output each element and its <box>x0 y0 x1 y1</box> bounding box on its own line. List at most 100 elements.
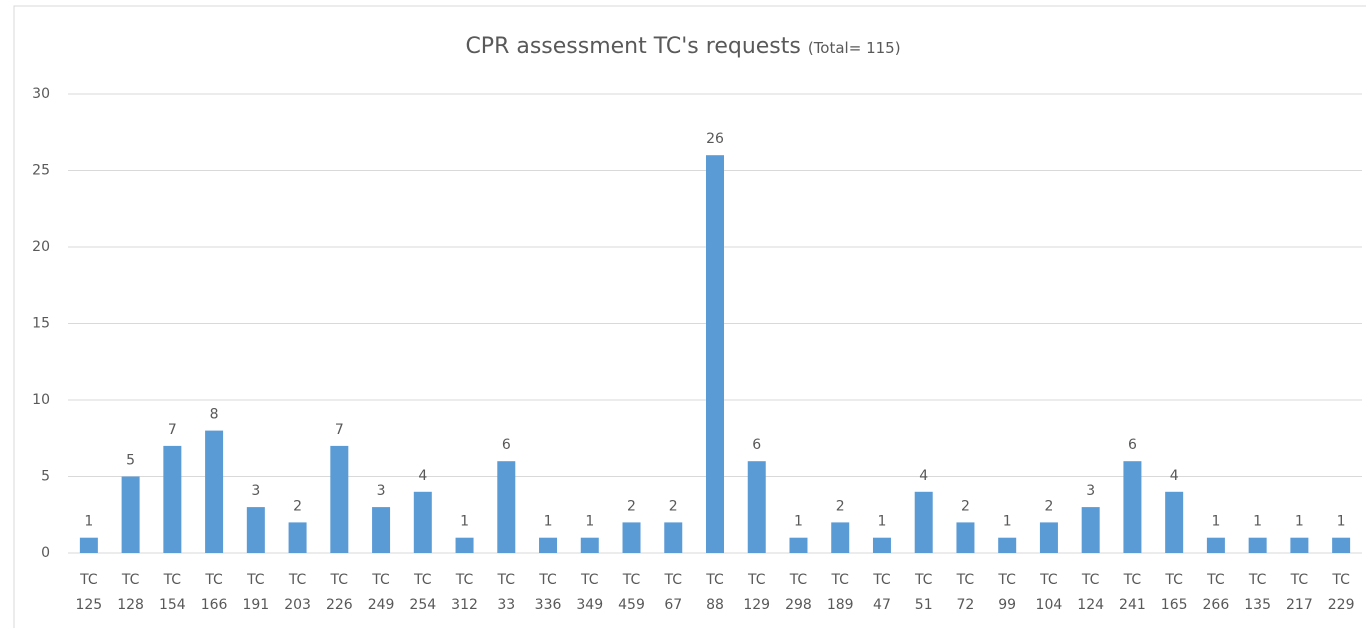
bar <box>79 537 98 553</box>
data-label: 1 <box>84 514 93 530</box>
data-label: 4 <box>919 468 928 484</box>
bar <box>372 507 391 553</box>
data-label: 2 <box>669 498 678 514</box>
y-tick-label: 25 <box>32 163 50 179</box>
bar <box>998 537 1017 553</box>
x-tick-label: TC 229 <box>1327 572 1355 613</box>
bar <box>205 430 224 553</box>
bar <box>580 537 599 553</box>
bar <box>872 537 891 553</box>
data-label: 2 <box>1044 498 1053 514</box>
chart-border <box>13 5 1366 628</box>
x-tick-label: TC 189 <box>826 572 854 613</box>
bar <box>121 476 140 553</box>
x-tick-label: TC 125 <box>75 572 103 613</box>
data-label: 1 <box>1295 514 1304 530</box>
x-tick-label: TC 217 <box>1286 572 1313 613</box>
data-label: 2 <box>627 498 636 514</box>
data-label: 1 <box>794 514 803 530</box>
bar <box>956 522 975 553</box>
y-tick-label: 0 <box>41 545 50 561</box>
x-tick-label: TC 203 <box>284 572 311 613</box>
y-tick-label: 20 <box>32 239 50 255</box>
data-label: 4 <box>1170 468 1179 484</box>
data-label: 1 <box>544 514 553 530</box>
bar <box>288 522 307 553</box>
data-label: 7 <box>335 422 344 438</box>
x-tick-label: TC 99 <box>998 572 1017 613</box>
x-tick-label: TC 254 <box>409 572 437 613</box>
data-label: 2 <box>961 498 970 514</box>
x-tick-label: TC 72 <box>956 572 975 613</box>
bar <box>706 155 724 553</box>
data-label: 7 <box>168 422 177 438</box>
bar <box>163 445 182 553</box>
data-label: 1 <box>1003 514 1012 530</box>
data-label: 2 <box>836 498 845 514</box>
bar <box>1332 537 1351 553</box>
data-label: 1 <box>1337 514 1346 530</box>
x-tick-label: TC 67 <box>664 572 683 613</box>
x-tick-label: TC 154 <box>158 572 186 613</box>
x-tick-label: TC 166 <box>200 572 228 613</box>
data-label: 1 <box>1253 514 1262 530</box>
bar <box>455 537 474 553</box>
data-label: 1 <box>585 514 594 530</box>
x-tick-label: TC 226 <box>325 572 353 613</box>
x-tick-label: TC 336 <box>534 572 562 613</box>
bar <box>789 537 808 553</box>
y-tick-label: 5 <box>41 469 50 485</box>
bar <box>1039 522 1058 553</box>
data-label: 26 <box>706 131 724 147</box>
x-tick-label: TC 266 <box>1202 572 1230 613</box>
bar <box>1123 461 1142 553</box>
chart-title-box: CPR assessment TC's requests (Total= 115… <box>0 34 1366 59</box>
x-tick-label: TC 33 <box>497 572 516 613</box>
bar <box>330 445 349 553</box>
bar <box>413 491 432 553</box>
data-label: 4 <box>418 468 427 484</box>
x-tick-label: TC 128 <box>117 572 144 613</box>
bar <box>914 491 933 553</box>
bar <box>1290 537 1309 553</box>
data-label: 5 <box>126 453 135 469</box>
bar <box>622 522 641 553</box>
x-tick-label: TC 124 <box>1077 572 1105 613</box>
x-tick-label: TC 104 <box>1035 572 1063 613</box>
data-label: 1 <box>1211 514 1220 530</box>
chart-subtitle: (Total= 115) <box>807 39 901 57</box>
bar <box>246 507 265 553</box>
x-tick-label: TC 349 <box>576 572 604 613</box>
x-tick-label: TC 298 <box>785 572 812 613</box>
x-tick-label: TC 88 <box>706 572 724 613</box>
y-tick-label: 10 <box>32 392 50 408</box>
bar <box>1165 491 1184 553</box>
data-label: 3 <box>251 483 260 499</box>
data-label: 6 <box>1128 437 1137 453</box>
data-label: 6 <box>752 437 761 453</box>
bar <box>831 522 850 553</box>
bar <box>747 461 766 553</box>
data-label: 1 <box>460 514 469 530</box>
x-tick-label: TC 241 <box>1119 572 1146 613</box>
y-tick-label: 15 <box>32 316 50 332</box>
chart-title: CPR assessment TC's requests <box>465 34 801 59</box>
data-label: 1 <box>878 514 887 530</box>
x-tick-label: TC 459 <box>618 572 645 613</box>
x-tick-label: TC 191 <box>242 572 270 613</box>
x-tick-label: TC 312 <box>451 572 478 613</box>
x-tick-label: TC 249 <box>367 572 395 613</box>
data-label: 3 <box>1086 483 1095 499</box>
bar <box>664 522 683 553</box>
x-tick-label: TC 129 <box>743 572 771 613</box>
bar <box>1248 537 1267 553</box>
bar <box>1081 507 1100 553</box>
x-tick-label: TC 135 <box>1244 572 1271 613</box>
x-tick-label: TC 165 <box>1160 572 1188 613</box>
y-tick-label: 30 <box>32 86 50 102</box>
bar <box>539 537 558 553</box>
data-label: 2 <box>293 498 302 514</box>
bar <box>497 461 516 553</box>
